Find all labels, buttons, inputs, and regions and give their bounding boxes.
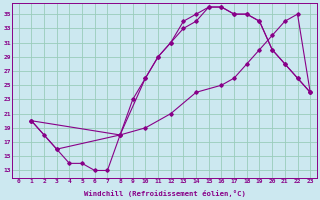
X-axis label: Windchill (Refroidissement éolien,°C): Windchill (Refroidissement éolien,°C) [84, 190, 245, 197]
